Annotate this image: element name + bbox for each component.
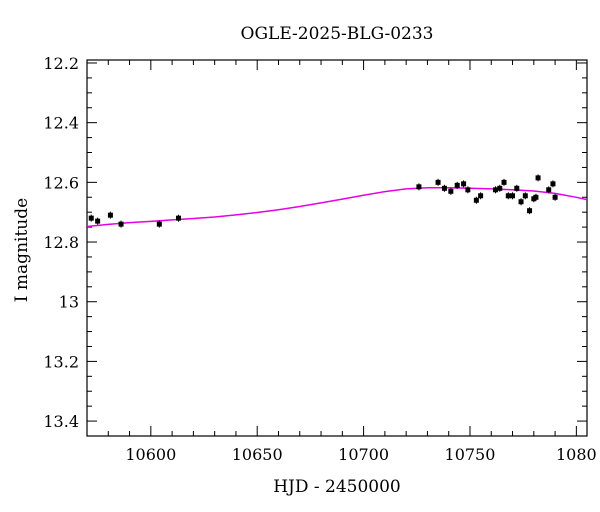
x-tick-label: 1080	[556, 445, 597, 464]
x-axis-label: HJD - 2450000	[273, 477, 401, 497]
data-point	[497, 185, 503, 191]
data-point	[552, 194, 558, 200]
data-point	[88, 215, 94, 221]
chart-title: OGLE-2025-BLG-0233	[241, 24, 434, 44]
x-tick-label: 10700	[338, 445, 389, 464]
data-point	[416, 184, 422, 190]
data-point	[546, 187, 552, 193]
data-point	[175, 215, 181, 221]
plot-frame	[86, 59, 588, 437]
data-point	[505, 193, 511, 199]
data-point	[156, 221, 162, 227]
y-tick-label: 13	[59, 293, 79, 312]
data-point	[533, 194, 539, 200]
data-point	[550, 181, 556, 187]
data-point	[518, 199, 524, 205]
plot-area: 10600 10650 10700 10750 1080 12.2 12.4 12.6 12.8…	[43, 54, 596, 464]
data-point	[118, 221, 124, 227]
y-axis-label: I magnitude	[12, 198, 32, 302]
data-point	[522, 193, 528, 199]
data-point	[435, 179, 441, 185]
data-point	[454, 182, 460, 188]
data-point	[465, 187, 471, 193]
data-point	[493, 187, 499, 193]
data-point	[473, 197, 479, 203]
y-tick-label: 12.4	[43, 114, 79, 133]
data-point	[510, 193, 516, 199]
y-tick-label: 13.2	[43, 352, 79, 371]
data-point	[527, 208, 533, 214]
data-point	[107, 212, 113, 218]
x-tick-label: 10600	[125, 445, 176, 464]
x-tick-label: 10750	[445, 445, 496, 464]
y-tick-label: 12.6	[43, 173, 79, 192]
y-tick-label: 12.8	[43, 233, 79, 252]
data-point	[501, 179, 507, 185]
y-tick-label: 12.2	[43, 54, 79, 73]
data-point	[461, 181, 467, 187]
data-point	[448, 188, 454, 194]
y-tick-label: 13.4	[43, 412, 79, 431]
data-point	[514, 185, 520, 191]
data-point	[535, 175, 541, 181]
data-point	[441, 185, 447, 191]
x-tick-label: 10650	[232, 445, 283, 464]
model-curve	[87, 186, 587, 228]
data-point	[95, 218, 101, 224]
data-point	[478, 193, 484, 199]
